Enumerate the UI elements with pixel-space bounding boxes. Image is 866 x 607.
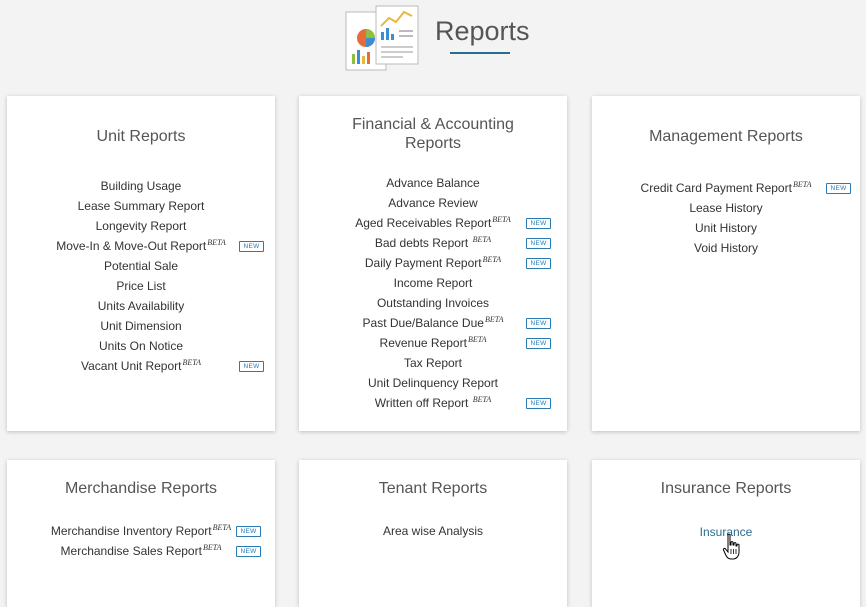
report-unit-dimension[interactable]: Unit Dimension <box>100 319 182 333</box>
card-title: Merchandise Reports <box>64 480 218 497</box>
report-advance-balance[interactable]: Advance Balance <box>386 176 480 190</box>
new-badge: NEW <box>239 241 264 252</box>
card-title-line2: Reports <box>404 135 462 152</box>
title-underline <box>450 52 510 54</box>
beta-label: BETA <box>182 358 201 367</box>
beta-label: BETA <box>484 315 504 324</box>
new-badge: NEW <box>236 526 261 537</box>
beta-label: BETA <box>212 523 232 532</box>
report-vacant-unit[interactable]: Vacant Unit ReportBETA NEW <box>7 356 275 376</box>
new-badge: NEW <box>526 398 551 409</box>
new-badge: NEW <box>239 361 264 372</box>
insurance-reports-card: Insurance Reports Insurance <box>592 460 860 607</box>
beta-label: BETA <box>492 215 511 224</box>
management-reports-card: Management Reports Credit Card Payment R… <box>592 96 860 431</box>
card-title: Unit Reports <box>96 128 186 145</box>
report-merchandise-sales[interactable]: Merchandise Sales ReportBETA NEW <box>7 541 275 561</box>
report-move-in-move-out[interactable]: Move-In & Move-Out ReportBETA NEW <box>7 236 275 256</box>
report-list: Advance Balance Advance Review Aged Rece… <box>299 173 567 413</box>
report-units-on-notice[interactable]: Units On Notice <box>98 339 184 353</box>
new-badge: NEW <box>826 183 851 194</box>
report-insurance[interactable]: Insurance <box>699 525 753 539</box>
beta-label: BETA <box>202 543 222 552</box>
report-longevity[interactable]: Longevity Report <box>95 219 187 233</box>
report-advance-review[interactable]: Advance Review <box>388 196 478 210</box>
report-potential-sale[interactable]: Potential Sale <box>103 259 179 273</box>
beta-label: BETA <box>792 180 812 189</box>
new-badge: NEW <box>526 318 551 329</box>
card-title: Management Reports <box>649 128 803 145</box>
report-unit-history[interactable]: Unit History <box>694 221 757 235</box>
report-outstanding-invoices[interactable]: Outstanding Invoices <box>376 296 490 310</box>
card-title-line1: Financial & Accounting <box>352 116 514 133</box>
report-aged-receivables[interactable]: Aged Receivables ReportBETA NEW <box>299 213 567 233</box>
report-list: Area wise Analysis <box>299 521 567 541</box>
report-list: Building Usage Lease Summary Report Long… <box>7 176 275 376</box>
report-written-off[interactable]: Written off Report BETA NEW <box>299 393 567 413</box>
page-header: Reports <box>0 0 866 80</box>
beta-label: BETA <box>467 335 487 344</box>
financial-reports-card: Financial & Accounting Reports Advance B… <box>299 96 567 431</box>
report-past-due-balance-due[interactable]: Past Due/Balance DueBETA NEW <box>299 313 567 333</box>
report-units-availability[interactable]: Units Availability <box>97 299 185 313</box>
report-lease-summary[interactable]: Lease Summary Report <box>77 199 205 213</box>
report-tax[interactable]: Tax Report <box>403 356 463 370</box>
hand-cursor-icon <box>722 533 740 560</box>
unit-reports-card: Unit Reports Building Usage Lease Summar… <box>7 96 275 431</box>
card-title: Insurance Reports <box>660 480 792 497</box>
new-badge: NEW <box>236 546 261 557</box>
report-income[interactable]: Income Report <box>393 276 473 290</box>
reports-logo-icon <box>345 5 419 71</box>
report-bad-debts[interactable]: Bad debts Report BETA NEW <box>299 233 567 253</box>
report-list: Credit Card Payment ReportBETA NEW Lease … <box>592 178 860 258</box>
beta-label: BETA <box>472 235 492 244</box>
new-badge: NEW <box>526 218 551 229</box>
report-void-history[interactable]: Void History <box>693 241 759 255</box>
page-title: Reports <box>435 16 530 46</box>
report-revenue[interactable]: Revenue ReportBETA NEW <box>299 333 567 353</box>
report-credit-card-payment[interactable]: Credit Card Payment ReportBETA NEW <box>592 178 860 198</box>
report-building-usage[interactable]: Building Usage <box>100 179 182 193</box>
report-lease-history[interactable]: Lease History <box>689 201 763 215</box>
report-daily-payment[interactable]: Daily Payment ReportBETA NEW <box>299 253 567 273</box>
report-list: Merchandise Inventory ReportBETA NEW Merc… <box>7 521 275 561</box>
report-area-wise-analysis[interactable]: Area wise Analysis <box>382 524 484 538</box>
report-list: Insurance <box>592 522 860 542</box>
new-badge: NEW <box>526 338 551 349</box>
report-merchandise-inventory[interactable]: Merchandise Inventory ReportBETA NEW <box>7 521 275 541</box>
new-badge: NEW <box>526 238 551 249</box>
tenant-reports-card: Tenant Reports Area wise Analysis <box>299 460 567 607</box>
beta-label: BETA <box>207 238 226 247</box>
new-badge: NEW <box>526 258 551 269</box>
report-unit-delinquency[interactable]: Unit Delinquency Report <box>367 376 499 390</box>
merchandise-reports-card: Merchandise Reports Merchandise Inventor… <box>7 460 275 607</box>
card-title: Tenant Reports <box>378 480 488 497</box>
beta-label: BETA <box>472 395 492 404</box>
beta-label: BETA <box>482 255 502 264</box>
report-price-list[interactable]: Price List <box>116 279 166 293</box>
